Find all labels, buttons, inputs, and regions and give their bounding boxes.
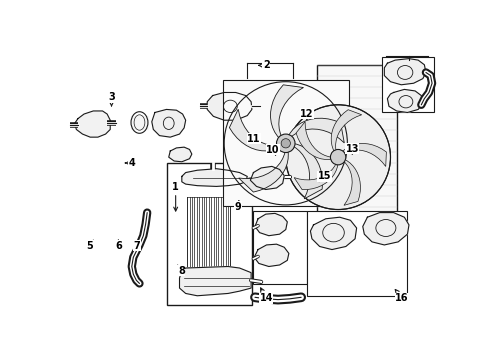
Text: 13: 13 — [345, 144, 359, 154]
Polygon shape — [75, 111, 110, 137]
Polygon shape — [255, 213, 287, 236]
Polygon shape — [207, 93, 252, 120]
Polygon shape — [229, 109, 281, 151]
Polygon shape — [363, 213, 409, 245]
Text: 8: 8 — [177, 265, 185, 275]
Bar — [253, 211, 307, 284]
Text: 9: 9 — [235, 201, 241, 212]
Text: 14: 14 — [260, 288, 273, 303]
Polygon shape — [292, 143, 322, 199]
Polygon shape — [294, 162, 338, 190]
Circle shape — [276, 134, 295, 153]
Polygon shape — [179, 266, 251, 296]
Polygon shape — [296, 122, 333, 159]
Polygon shape — [250, 166, 284, 189]
Polygon shape — [311, 217, 357, 249]
Polygon shape — [384, 59, 426, 85]
Text: 3: 3 — [108, 92, 115, 106]
Text: 16: 16 — [395, 289, 409, 303]
Bar — [317, 65, 397, 273]
Text: 10: 10 — [266, 145, 280, 156]
Text: 11: 11 — [247, 134, 261, 144]
Bar — [382, 57, 435, 112]
Bar — [307, 211, 408, 296]
Polygon shape — [341, 144, 387, 166]
Polygon shape — [182, 169, 247, 186]
Circle shape — [286, 105, 391, 210]
Polygon shape — [169, 147, 192, 162]
Polygon shape — [331, 110, 362, 153]
Text: 6: 6 — [115, 240, 122, 251]
Circle shape — [281, 139, 291, 148]
Text: 4: 4 — [125, 158, 136, 168]
Polygon shape — [388, 89, 423, 112]
Bar — [222, 80, 349, 206]
Circle shape — [330, 149, 346, 165]
Text: 15: 15 — [318, 171, 331, 182]
Polygon shape — [343, 159, 361, 205]
Polygon shape — [254, 244, 289, 266]
Polygon shape — [270, 85, 303, 140]
Text: 7: 7 — [134, 240, 141, 251]
Polygon shape — [288, 118, 344, 143]
Text: 1: 1 — [172, 183, 179, 211]
Polygon shape — [152, 109, 186, 137]
Bar — [167, 163, 252, 305]
Polygon shape — [239, 149, 288, 192]
Text: 5: 5 — [86, 240, 94, 251]
Text: 2: 2 — [259, 60, 270, 70]
Text: 12: 12 — [300, 109, 314, 120]
